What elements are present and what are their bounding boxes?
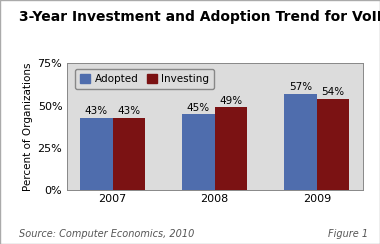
- Y-axis label: Percent of Organizations: Percent of Organizations: [24, 63, 33, 191]
- Text: Figure 1: Figure 1: [328, 229, 369, 239]
- Text: 57%: 57%: [289, 82, 312, 92]
- Text: 54%: 54%: [321, 87, 345, 97]
- Bar: [215, 107, 247, 190]
- Text: Source: Computer Economics, 2010: Source: Computer Economics, 2010: [19, 229, 195, 239]
- Text: 43%: 43%: [85, 106, 108, 116]
- Bar: [317, 99, 350, 190]
- Legend: Adopted, Investing: Adopted, Investing: [75, 69, 214, 89]
- Text: 43%: 43%: [117, 106, 141, 116]
- Text: 3-Year Investment and Adoption Trend for VoIP: 3-Year Investment and Adoption Trend for…: [19, 10, 380, 24]
- Bar: [112, 118, 145, 190]
- Text: 49%: 49%: [220, 96, 242, 106]
- Bar: [80, 118, 112, 190]
- Bar: [284, 94, 317, 190]
- Text: 45%: 45%: [187, 102, 210, 112]
- Bar: [182, 114, 215, 190]
